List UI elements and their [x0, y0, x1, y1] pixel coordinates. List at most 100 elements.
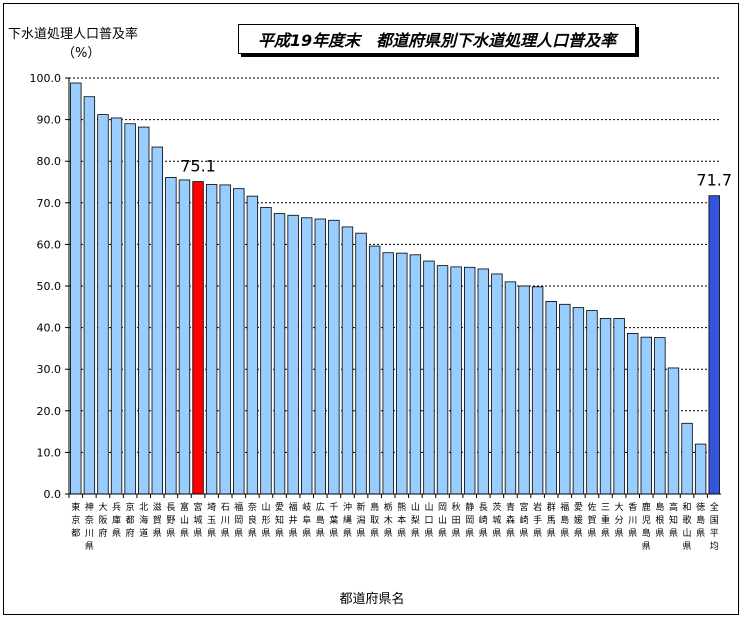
y-axis-unit: （%） [62, 46, 101, 61]
y-tick-label: 90.0 [37, 114, 62, 127]
bar [409, 254, 422, 495]
bar [178, 179, 191, 495]
bar [627, 333, 639, 495]
bar [205, 184, 218, 495]
bar [124, 123, 136, 495]
y-tick-label: 10.0 [37, 446, 62, 459]
category-label: 奈良県 [248, 501, 257, 539]
bar [450, 266, 462, 495]
chart-title-box: 平成19年度末 都道府県別下水道処理人口普及率 [238, 24, 636, 54]
category-label: 鹿児島県 [642, 501, 651, 552]
bar [246, 195, 259, 495]
bar [491, 273, 503, 495]
bar [355, 232, 367, 495]
category-label: 石川県 [221, 503, 230, 539]
category-label: 山梨県 [411, 502, 420, 539]
bar [694, 443, 707, 495]
bar [110, 117, 123, 495]
bar [192, 181, 204, 495]
data-label: 71.7 [696, 171, 732, 190]
category-label: 長野県 [166, 502, 175, 539]
bar [586, 310, 598, 495]
bar [477, 268, 489, 495]
bar [301, 217, 313, 495]
bar [464, 266, 476, 495]
labels: 0.0 10.0 20.0 30.0 40.0 50.0 60.0 70.0 80.0 90.0 1… [30, 72, 733, 552]
bar [396, 252, 408, 495]
bar [518, 285, 530, 495]
x-axis-title: 都道府県名 [339, 592, 405, 607]
bar [504, 281, 517, 495]
category-label: 京都府 [126, 501, 135, 539]
y-tick-label: 100.0 [30, 72, 62, 85]
category-label: 全国平均 [710, 501, 719, 552]
category-label: 兵庫県 [112, 501, 121, 539]
category-label: 鳥取県 [370, 501, 379, 539]
category-label: 栃木県 [384, 501, 393, 539]
category-label: 千葉県 [329, 502, 338, 539]
bar [219, 184, 231, 495]
category-label: 和歌山県 [683, 502, 692, 552]
bar [531, 286, 544, 495]
category-label: 滋賀県 [153, 501, 162, 539]
bar [613, 318, 625, 495]
category-label: 佐賀県 [587, 501, 596, 539]
category-label: 沖縄県 [343, 501, 352, 539]
grid-lines [69, 77, 721, 453]
bar [368, 245, 381, 495]
bar [572, 307, 585, 495]
bar [233, 188, 245, 495]
category-label: 熊本県 [397, 501, 406, 539]
y-tick-label: 80.0 [37, 155, 62, 168]
category-label: 三重県 [601, 503, 610, 539]
category-label: 広島県 [316, 501, 325, 539]
category-label: 群馬県 [547, 501, 556, 539]
y-tick-label: 20.0 [37, 405, 62, 418]
category-label: 長崎県 [479, 502, 488, 539]
bar [382, 252, 394, 495]
category-label: 青森県 [506, 501, 515, 539]
y-tick-label: 60.0 [37, 238, 62, 251]
chart-title: 平成19年度末 都道府県別下水道処理人口普及率 [257, 31, 617, 50]
category-label: 北海道 [139, 502, 148, 539]
category-label: 茨城県 [492, 501, 501, 539]
bar [681, 422, 693, 495]
category-label: 東京都 [71, 501, 80, 539]
bar [708, 195, 720, 495]
category-label: 福島県 [560, 501, 569, 539]
bar [314, 218, 326, 495]
bar [97, 114, 109, 495]
bar [70, 82, 82, 495]
category-label: 岐阜県 [302, 501, 311, 539]
category-label: 新潟県 [357, 501, 366, 539]
bar [341, 226, 354, 495]
data-label: 75.1 [180, 157, 216, 176]
y-tick-label: 30.0 [37, 363, 62, 376]
category-label: 宮崎県 [520, 501, 529, 539]
bar [667, 367, 680, 495]
category-label: 富山県 [180, 501, 189, 539]
bar [640, 336, 652, 495]
category-label: 秋田県 [452, 501, 461, 539]
bar [165, 177, 177, 495]
bar [138, 126, 150, 495]
y-tick-label: 40.0 [37, 322, 62, 335]
y-tick-label: 70.0 [37, 197, 62, 210]
category-label: 埼玉県 [207, 501, 216, 539]
bars [70, 82, 720, 495]
category-label: 山形県 [261, 502, 270, 539]
category-label: 大阪府 [98, 501, 107, 539]
bar [654, 337, 666, 495]
category-label: 愛知県 [275, 501, 284, 539]
axes [65, 77, 721, 498]
category-label: 高知県 [669, 501, 678, 539]
category-label: 岡山県 [438, 502, 447, 539]
category-label: 神奈川県 [85, 501, 94, 552]
category-label: 徳島県 [696, 501, 705, 539]
bar [83, 96, 96, 495]
category-label: 宮城県 [194, 501, 203, 539]
category-label: 静岡県 [465, 501, 474, 539]
y-axis-title: 下水道処理人口普及率 [8, 27, 139, 42]
bar [260, 206, 272, 495]
